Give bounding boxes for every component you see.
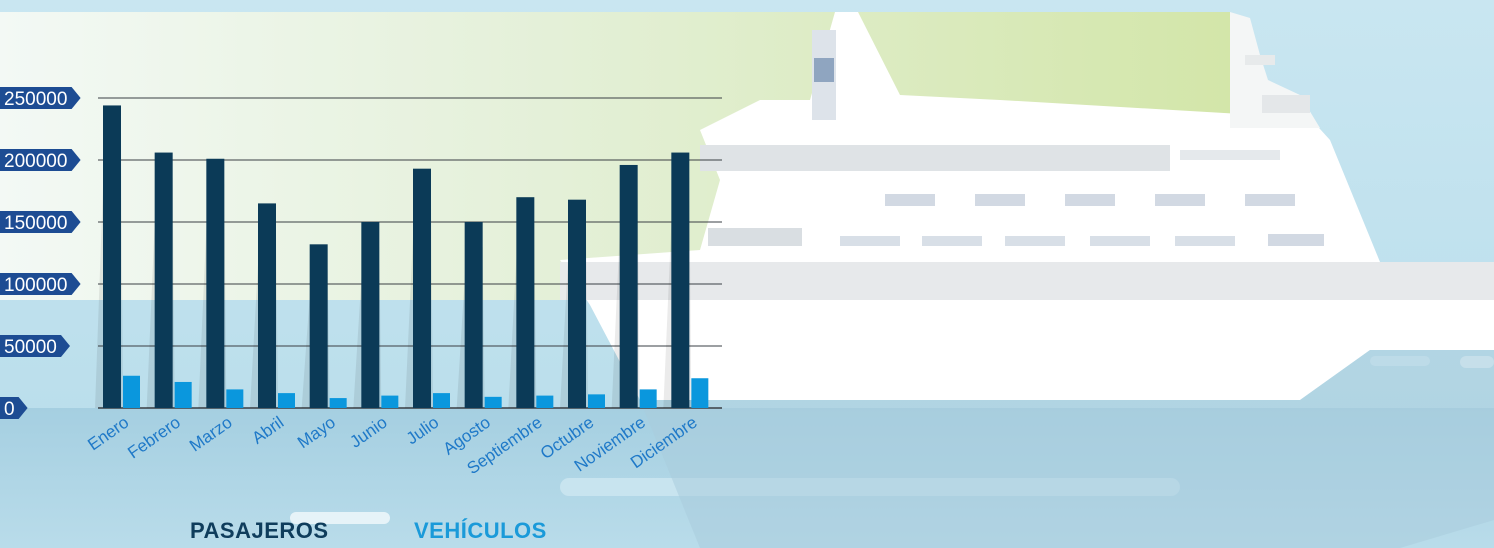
y-tick-tag bbox=[0, 273, 81, 295]
bar-vehiculos bbox=[639, 389, 657, 408]
bar-vehiculos bbox=[123, 375, 140, 408]
x-tick-label: Junio bbox=[346, 413, 390, 452]
x-tick-label: Febrero bbox=[124, 413, 184, 463]
y-tick-label: 250000 bbox=[4, 89, 67, 110]
bar-pasajeros bbox=[361, 222, 380, 408]
ship-reflection bbox=[640, 350, 1494, 548]
x-tick-label: Marzo bbox=[186, 413, 236, 456]
y-tick-tag bbox=[0, 87, 81, 109]
y-tick-tag bbox=[0, 211, 81, 233]
bar-pasajeros bbox=[206, 158, 225, 408]
bar-vehiculos bbox=[588, 394, 605, 408]
bar-vehiculos bbox=[381, 395, 399, 408]
bar-pasajeros bbox=[516, 197, 535, 408]
y-tick-label: 50000 bbox=[4, 337, 57, 358]
bar-vehiculos bbox=[536, 395, 554, 408]
legend-pasajeros: PASAJEROS bbox=[190, 518, 329, 543]
bar-pasajeros bbox=[154, 152, 173, 408]
x-tick-label: Mayo bbox=[294, 413, 339, 452]
ship-illustration bbox=[560, 12, 1494, 400]
bar-pasajeros bbox=[464, 222, 483, 408]
y-tick-tag bbox=[0, 335, 70, 357]
bar-vehiculos bbox=[278, 393, 295, 408]
y-tick-tag bbox=[0, 149, 81, 171]
bar-vehiculos bbox=[691, 378, 709, 408]
bar-vehiculos bbox=[329, 398, 347, 408]
y-tick-tag bbox=[0, 397, 28, 419]
bar-pasajeros bbox=[103, 105, 121, 408]
y-tick-label: 100000 bbox=[4, 275, 67, 296]
y-tick-label: 200000 bbox=[4, 151, 67, 172]
bar-pasajeros bbox=[309, 244, 328, 408]
bar-vehiculos bbox=[174, 381, 192, 408]
y-tick-label: 0 bbox=[4, 399, 15, 420]
bar-vehiculos bbox=[484, 396, 502, 408]
bar-pasajeros bbox=[413, 168, 431, 408]
legend-vehiculos: VEHÍCULOS bbox=[414, 518, 547, 543]
bar-pasajeros bbox=[619, 164, 638, 408]
bar-vehiculos bbox=[226, 389, 244, 408]
x-tick-label: Abril bbox=[249, 413, 288, 448]
bar-pasajeros bbox=[258, 203, 276, 408]
bar-pasajeros bbox=[568, 199, 586, 408]
bar-pasajeros bbox=[671, 152, 690, 408]
y-tick-label: 150000 bbox=[4, 213, 67, 234]
bar-vehiculos bbox=[433, 393, 450, 408]
x-tick-label: Julio bbox=[403, 413, 443, 449]
